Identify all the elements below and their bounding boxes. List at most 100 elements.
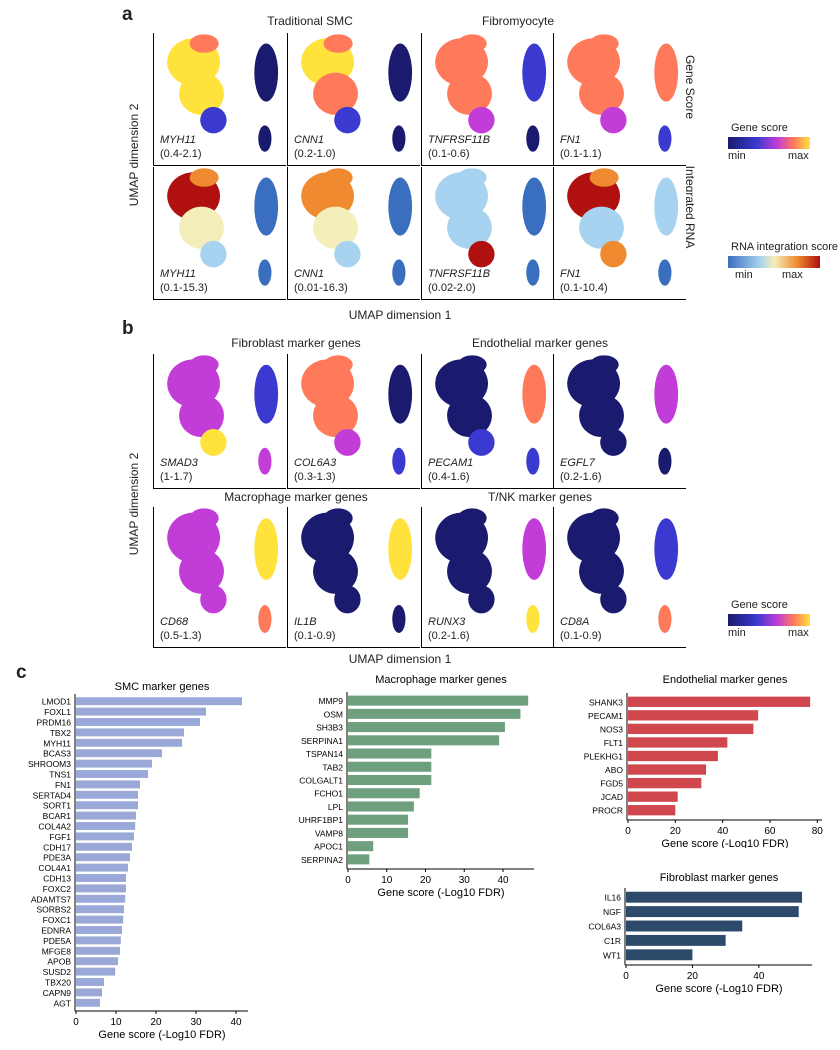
bar [348, 788, 420, 799]
panel-b-y-axis-label: UMAP dimension 2 [127, 452, 141, 556]
umap-cluster [254, 364, 279, 424]
category-label: COL4A2 [38, 822, 71, 832]
umap-gene-name: CNN1 [294, 134, 324, 146]
panel-a-x-axis-label: UMAP dimension 1 [348, 308, 452, 322]
umap-cluster [258, 259, 272, 286]
umap-cluster [254, 43, 279, 102]
panel-a-letter: a [122, 4, 133, 25]
bar [76, 936, 121, 945]
x-axis-title: Gene score (-Log10 FDR) [661, 838, 788, 848]
umap-gene-name: FN1 [560, 268, 581, 280]
umap-gene-label: CD8A (0.1-0.9) [560, 615, 602, 643]
category-label: SERTAD4 [33, 790, 72, 800]
legend-b-gene-colorbar [728, 614, 810, 626]
umap-cluster [526, 605, 540, 633]
umap-cluster [334, 240, 361, 268]
category-label: SERPINA1 [301, 736, 343, 746]
umap-cluster [526, 125, 540, 152]
category-label: APOB [47, 957, 71, 967]
panel-a-y-axis-label: UMAP dimension 2 [127, 103, 141, 207]
category-label: BCAS3 [43, 749, 71, 759]
category-label: SHANK3 [589, 697, 623, 707]
chart-macrophage-marker-genes: Macrophage marker genes MMP9 OSM SH3B3 SERPI… [299, 674, 534, 899]
umap-gene-range: (0.5-1.3) [160, 630, 202, 642]
category-label: PDE3A [43, 853, 71, 863]
x-tick-label: 40 [717, 826, 729, 837]
umap-a-r2-c2: CNN1 (0.01-16.3) [287, 167, 420, 300]
umap-cluster [600, 106, 627, 134]
legend-a-gene-max: max [788, 150, 809, 162]
category-label: TNS1 [49, 770, 71, 780]
umap-gene-range: (0.1-0.9) [294, 630, 336, 642]
umap-gene-label: PECAM1 (0.4-1.6) [428, 456, 473, 484]
umap-cluster [179, 549, 224, 594]
category-label: PRDM16 [37, 718, 72, 728]
umap-cluster [600, 240, 627, 268]
umap-cluster [658, 447, 672, 475]
bar [76, 801, 138, 810]
category-label: NOS3 [600, 724, 623, 734]
category-label: NGF [603, 907, 621, 917]
bar [626, 920, 743, 932]
category-label: IL16 [604, 893, 621, 903]
category-label: OSM [324, 709, 343, 719]
bar [76, 946, 120, 955]
legend-a-gene-title: Gene score [731, 122, 788, 134]
umap-cluster [334, 585, 361, 614]
category-label: TAB2 [322, 762, 343, 772]
umap-cluster [313, 549, 358, 594]
category-label: FGD5 [600, 779, 623, 789]
category-label: PECAM1 [588, 711, 623, 721]
umap-cluster [658, 125, 672, 152]
panel-a-col-title-1: Traditional SMC [267, 14, 353, 28]
umap-cluster [200, 585, 227, 614]
umap-cluster [654, 177, 679, 236]
x-axis-title: Gene score (-Log10 FDR) [377, 887, 504, 899]
category-label: COL4A1 [38, 863, 71, 873]
umap-a-r2-c1: MYH11 (0.1-15.3) [153, 167, 286, 300]
bar [76, 884, 126, 893]
umap-cluster [526, 259, 540, 286]
bar [348, 827, 409, 838]
legend-a-gene-min: min [728, 150, 746, 162]
umap-cluster [179, 206, 224, 249]
panel-b-title-endothelial: Endothelial marker genes [471, 336, 609, 350]
umap-cluster [468, 429, 495, 456]
bar [628, 764, 707, 775]
x-tick-label: 10 [381, 875, 393, 886]
bar [76, 707, 206, 716]
category-label: TSPAN14 [306, 749, 343, 759]
bar [76, 978, 104, 986]
panel-b-title-fibroblast: Fibroblast marker genes [231, 336, 361, 350]
umap-cluster [457, 355, 487, 375]
umap-cluster [388, 43, 413, 102]
umap-cluster [189, 168, 219, 187]
category-label: MMP9 [318, 696, 343, 706]
umap-gene-label: FN1 (0.1-1.1) [560, 133, 602, 161]
umap-cluster [447, 549, 492, 594]
umap-gene-range: (0.2-1.6) [428, 630, 470, 642]
panel-b-x-axis-label: UMAP dimension 1 [348, 652, 452, 666]
umap-gene-label: IL1B (0.1-0.9) [294, 615, 336, 643]
umap-cluster [654, 43, 679, 102]
umap-cluster [179, 72, 224, 115]
bar [76, 759, 152, 768]
umap-b-r2-c2: IL1B (0.1-0.9) [287, 507, 420, 648]
bar [628, 710, 759, 721]
category-label: MYH11 [43, 738, 71, 748]
category-label: SHROOM3 [28, 759, 71, 769]
umap-a-r2-c3: TNFRSF11B (0.02-2.0) [421, 167, 554, 300]
umap-gene-range: (0.4-1.6) [428, 471, 470, 483]
umap-cluster [388, 364, 413, 424]
umap-cluster [654, 518, 679, 580]
umap-gene-name: COL6A3 [294, 457, 337, 469]
umap-gene-name: EGFL7 [560, 457, 595, 469]
umap-cluster [313, 72, 358, 115]
umap-cluster [392, 125, 406, 152]
umap-gene-label: TNFRSF11B (0.02-2.0) [428, 267, 490, 295]
category-label: JCAD [601, 792, 623, 802]
umap-b-r2-c4: CD8A (0.1-0.9) [553, 507, 686, 648]
category-label: FCHO1 [314, 789, 343, 799]
panel-c-letter: c [16, 662, 27, 683]
umap-gene-range: (0.1-0.9) [560, 630, 602, 642]
